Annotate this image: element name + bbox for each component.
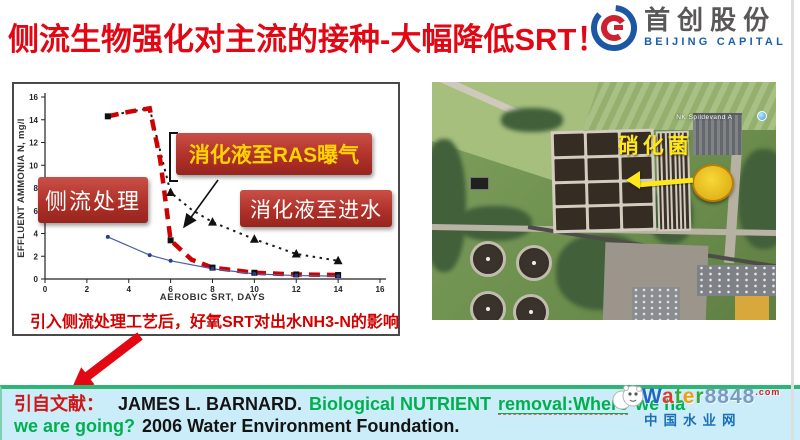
watermark-cn: 中国水业网 [644,413,742,428]
svg-text:10: 10 [250,285,259,294]
map-pin-icon [757,110,768,121]
building [693,112,742,156]
watermark-brand: Water8848.com [642,385,781,408]
ammonia-chart: 0 2 4 6 8 10 12 14 16 0 2 4 6 8 10 12 14 16 AEROBIC SRT, D… [16,93,386,303]
clarifier-circle [516,245,553,282]
satellite-image: NK Spildevand A 硝化菌 [432,82,776,320]
watermark-com: .com [755,387,781,397]
map-label: NK Spildevand A [676,114,733,122]
building-yellow [734,296,770,320]
trees [500,108,563,132]
svg-text:EFFLUENT AMMONIA N, mg/l: EFFLUENT AMMONIA N, mg/l [16,118,27,258]
svg-text:12: 12 [292,285,301,294]
page-title: 侧流生物强化对主流的接种-大幅降低SRT！ [8,22,608,57]
nitrifier-label: 硝化菌 [617,134,693,158]
svg-text:16: 16 [376,285,385,294]
clarifier-circle [469,291,506,320]
citation-green-tail: we ha [635,394,686,414]
svg-text:16: 16 [29,93,38,102]
citation-green-lead: Biological NUTRIENT [309,394,492,414]
svg-text:2: 2 [85,285,90,294]
trees [456,205,532,242]
svg-text:AEROBIC SRT, DAYS: AEROBIC SRT, DAYS [160,292,265,303]
logo-name-cn: 首创股份 [644,6,777,35]
svg-text:14: 14 [334,285,343,294]
svg-text:10: 10 [29,161,38,170]
citation-line2-green: we are going? [14,416,136,436]
svg-text:12: 12 [29,139,38,148]
clarifier-circle [512,293,549,320]
citation-author: JAMES L. BARNARD. [118,394,303,414]
citation-line2-black: 2006 Water Environment Foundation. [142,416,460,436]
svg-text:8: 8 [210,285,215,294]
clarifier-circle [469,241,506,278]
citation-bar: 引自文献： JAMES L. BARNARD. Biological NUTRIEN… [0,385,800,440]
nitrifier-arrowhead-icon [626,171,641,190]
small-basin [469,177,490,190]
citation-underlined: removal:Where [498,394,629,415]
watermark: Water8848.com 中国水业网 [612,383,798,435]
window-edge-line [791,0,794,440]
citation-prefix: 引自文献： [14,394,104,414]
annotation-box-influent: 消化液至进水 [240,190,392,227]
svg-text:6: 6 [168,285,173,294]
red-arrow-icon [72,332,143,388]
company-logo: 首创股份 BEIJING CAPITAL [590,4,786,52]
nitrifier-highlight-circle [691,164,734,203]
svg-text:4: 4 [34,230,39,239]
svg-text:0: 0 [34,275,39,284]
annotation-box-ras: 消化液至RAS曝气 [176,133,372,175]
logo-name-en: BEIJING CAPITAL [644,36,786,48]
svg-text:4: 4 [127,285,132,294]
svg-text:6: 6 [34,207,39,216]
annotation-label: 侧流处理 [44,189,141,214]
annotation-box-sideflow: 侧流处理 [38,177,148,223]
annotation-label: 消化液至RAS曝气 [188,144,360,167]
svg-text:0: 0 [43,285,48,294]
panda-icon [612,385,644,410]
chart-caption: 引入侧流处理工艺后，好氧SRT对出水NH3-N的影响 [30,314,399,331]
chart-panel: 0 2 4 6 8 10 12 14 16 0 2 4 6 8 10 12 14 16 AEROBIC SRT, D… [12,82,400,336]
trees [432,139,467,273]
annotation-label: 消化液至进水 [250,197,382,222]
building [696,265,776,297]
svg-text:8: 8 [34,184,39,193]
building [631,286,680,320]
callout-bracket [169,132,178,182]
svg-text:14: 14 [29,116,38,125]
logo-mark-icon [591,5,638,51]
svg-text:2: 2 [34,252,39,261]
